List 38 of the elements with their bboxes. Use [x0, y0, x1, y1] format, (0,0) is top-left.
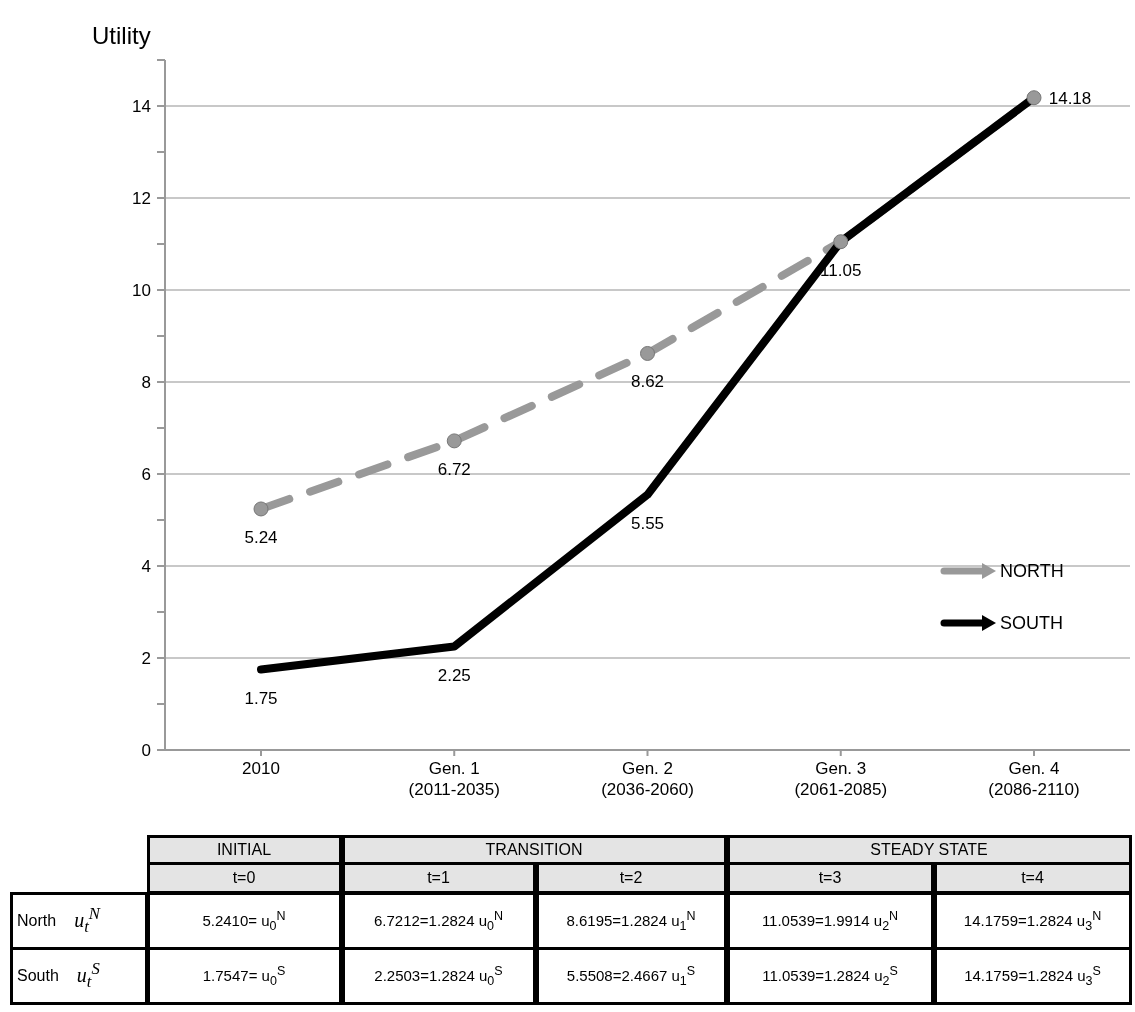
- text: STEADY STATE: [726, 835, 1132, 865]
- text: North: [17, 912, 57, 930]
- point: [446, 433, 462, 449]
- y-tick-label: 10: [132, 281, 151, 300]
- data-label: 5.55: [630, 513, 665, 533]
- legend-label: SOUTH: [1000, 612, 1063, 634]
- point: [1026, 90, 1042, 106]
- data-label: 2.25: [437, 665, 471, 685]
- x-tick-label: 2010: [242, 759, 280, 778]
- y-axis-title: Utility: [92, 22, 151, 50]
- data-label: 6.72: [437, 459, 471, 479]
- text: t=3: [726, 862, 934, 894]
- text: t=0: [146, 862, 342, 894]
- x-tick-label: Gen. 1 (2011-2035): [408, 759, 500, 799]
- data-label: 5.24: [244, 527, 278, 547]
- data-label: 14.18: [1048, 88, 1092, 108]
- x-tick-label: Gen. 2 (2036-2060): [601, 759, 694, 799]
- text: t=1: [341, 862, 536, 894]
- y-tick-label: 2: [141, 649, 151, 668]
- legend-label: NORTH: [1000, 560, 1064, 582]
- y-tick-label: 4: [141, 557, 151, 576]
- text: t=4: [933, 862, 1132, 894]
- data-label: 8.62: [630, 372, 665, 392]
- text: South: [17, 967, 59, 985]
- y-tick-label: 14: [132, 97, 151, 116]
- y-tick-label: 8: [141, 373, 151, 392]
- text: TRANSITION: [341, 835, 727, 865]
- y-tick-label: 0: [141, 741, 151, 760]
- y-tick-label: 6: [141, 465, 151, 484]
- point: [640, 345, 655, 361]
- text: INITIAL: [146, 835, 342, 865]
- data-label: 1.75: [244, 688, 278, 708]
- y-tick-label: 12: [132, 189, 151, 208]
- text: t=2: [535, 862, 727, 894]
- point: [833, 234, 849, 250]
- point: [253, 501, 269, 517]
- x-tick-label: Gen. 4 (2086-2110): [988, 759, 1080, 799]
- x-tick-label: Gen. 3 (2061-2085): [794, 759, 888, 799]
